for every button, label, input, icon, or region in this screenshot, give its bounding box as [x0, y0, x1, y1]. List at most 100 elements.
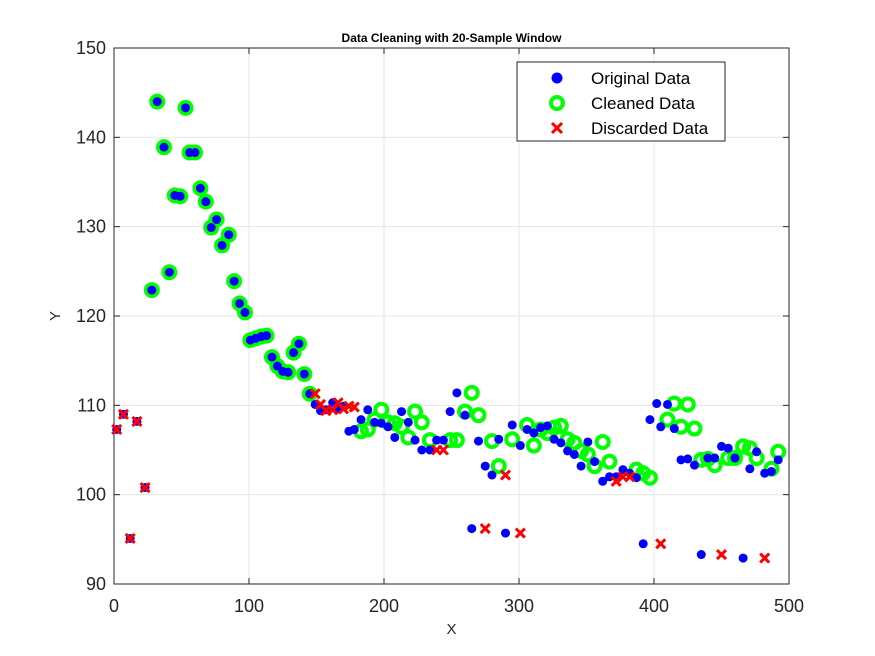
original-point	[212, 215, 222, 225]
original-point	[217, 240, 227, 250]
original-point	[240, 307, 250, 317]
cleaned-point	[470, 407, 487, 424]
discarded-point	[499, 469, 512, 481]
original-point	[267, 352, 277, 362]
discarded-point	[479, 523, 491, 535]
cleaned-point	[504, 431, 521, 448]
x-tick-label: 200	[369, 596, 399, 616]
cleaned-point	[177, 99, 194, 116]
axis-ticks: 0 100 200 300 400 500 90 100 110 120 130 140 150	[76, 38, 804, 616]
legend-marker-discarded	[550, 121, 564, 135]
chart-title: Data Cleaning with 20-Sample Window	[342, 31, 563, 45]
cleaned-point	[236, 304, 253, 321]
cleaned-point	[161, 264, 178, 281]
original-point	[576, 461, 586, 471]
original-point	[717, 441, 726, 451]
cleaned-point	[143, 282, 160, 299]
discarded-point	[759, 552, 771, 564]
cleaned-point	[214, 237, 230, 254]
discarded-point	[117, 408, 130, 420]
discarded-point	[437, 444, 449, 456]
original-point	[356, 415, 366, 425]
cleaned-point	[490, 458, 507, 475]
y-tick-label: 150	[76, 38, 106, 58]
x-axis-label: X	[446, 621, 456, 638]
cleaned-point	[192, 180, 209, 197]
cleaned-point	[296, 366, 313, 383]
discarded-point	[348, 401, 360, 413]
original-point	[656, 422, 666, 432]
y-tick-label: 110	[77, 395, 106, 415]
original-point	[669, 424, 679, 434]
original-point	[417, 445, 427, 455]
original-point	[206, 223, 216, 233]
original-point	[432, 435, 442, 445]
original-point	[745, 464, 755, 474]
original-point	[467, 524, 477, 534]
original-point	[480, 461, 490, 471]
cleaned-point	[407, 403, 424, 420]
cleaned-point	[448, 432, 465, 449]
cleaned-point	[601, 453, 618, 470]
original-point	[752, 447, 762, 457]
original-point	[152, 97, 162, 107]
legend-label-original: Original Data	[591, 69, 691, 88]
original-point	[262, 331, 272, 341]
original-point	[410, 435, 420, 445]
original-point	[299, 369, 309, 379]
original-point	[201, 197, 211, 207]
original-point	[376, 418, 386, 428]
original-point	[487, 470, 497, 480]
original-point	[730, 453, 740, 463]
original-point	[766, 466, 776, 476]
original-point	[195, 183, 205, 193]
original-point	[289, 348, 299, 358]
cleaned-point	[679, 396, 696, 413]
original-point	[147, 285, 157, 295]
x-tick-label: 500	[774, 596, 804, 616]
original-point	[175, 191, 185, 201]
original-point	[569, 449, 579, 459]
cleaned-point	[155, 139, 172, 156]
original-point	[583, 437, 593, 447]
cleaned-point	[149, 93, 166, 110]
original-point	[501, 528, 510, 538]
original-point	[397, 407, 407, 417]
original-point	[425, 445, 435, 455]
original-point	[738, 553, 748, 563]
original-point	[438, 435, 448, 445]
original-point	[235, 298, 245, 308]
x-tick-label: 0	[109, 596, 119, 616]
cleaned-point	[197, 193, 214, 210]
original-point	[164, 267, 174, 277]
x-tick-label: 300	[504, 596, 534, 616]
discarded-point	[624, 471, 636, 483]
original-point	[556, 438, 566, 448]
cleaned-point	[594, 433, 611, 450]
legend-marker-original	[551, 72, 563, 84]
original-point	[663, 399, 672, 409]
y-tick-label: 130	[76, 217, 106, 237]
original-point	[683, 454, 693, 464]
discarded-point	[715, 548, 728, 561]
cleaned-point	[373, 401, 390, 418]
original-point	[229, 276, 239, 286]
cleaned-point	[525, 437, 542, 454]
original-point	[522, 424, 532, 434]
discarded-point	[111, 423, 123, 436]
original-point	[159, 142, 169, 152]
original-point	[363, 405, 373, 415]
original-point	[773, 455, 783, 465]
discarded-point	[309, 388, 321, 400]
discarded-point	[139, 481, 151, 494]
cleaned-point	[220, 226, 237, 243]
cleaned-point	[659, 411, 676, 428]
original-point	[445, 407, 455, 417]
discarded-point	[124, 532, 136, 545]
y-tick-label: 90	[86, 574, 106, 594]
original-point	[474, 436, 483, 446]
original-point	[690, 460, 699, 470]
legend-marker-cleaned	[549, 95, 565, 111]
discarded-point	[655, 538, 667, 550]
discarded-point	[514, 527, 526, 539]
